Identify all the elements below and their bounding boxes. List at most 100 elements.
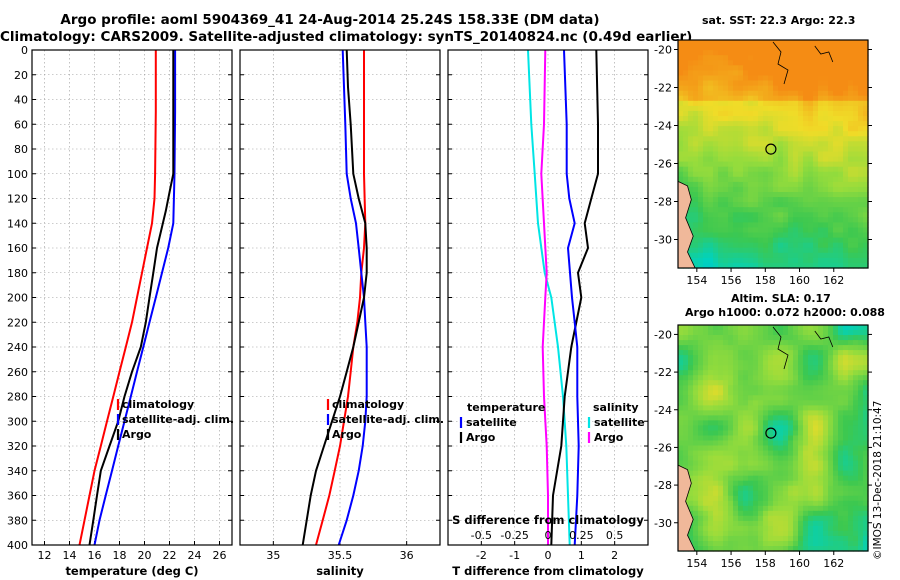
map-pixel xyxy=(783,390,789,396)
map-pixel xyxy=(708,212,714,218)
map-pixel xyxy=(718,252,724,259)
map-pixel xyxy=(758,176,764,183)
map-pixel xyxy=(768,385,774,391)
map-pixel xyxy=(748,151,754,158)
map-pixel xyxy=(778,105,784,112)
map-pixel xyxy=(713,146,719,153)
map-pixel xyxy=(843,141,849,147)
series-line-satellite-adj-clim- xyxy=(93,50,177,546)
map-pixel xyxy=(718,510,724,517)
map-pixel xyxy=(748,485,754,492)
map-pixel xyxy=(813,95,819,102)
map-pixel xyxy=(853,55,859,61)
map-pixel xyxy=(858,166,864,173)
map-pixel xyxy=(828,360,834,366)
map-pixel xyxy=(773,410,779,416)
map-pixel xyxy=(718,197,724,203)
map-pixel xyxy=(773,465,779,472)
map-pixel xyxy=(678,151,684,158)
map-pixel xyxy=(863,380,869,386)
map-pixel xyxy=(813,70,819,77)
map-pixel xyxy=(793,445,799,452)
map-pixel xyxy=(748,330,754,336)
map-pixel xyxy=(773,217,779,223)
map-pixel xyxy=(748,380,754,386)
map-pixel xyxy=(858,146,864,153)
map-pixel xyxy=(688,440,694,447)
map-pixel xyxy=(763,212,769,218)
series-line-s-satellite xyxy=(563,49,580,546)
map-pixel xyxy=(688,415,694,421)
map-pixel xyxy=(818,126,824,132)
map-pixel xyxy=(848,425,854,431)
map-pixel xyxy=(763,242,769,249)
map-pixel xyxy=(828,186,834,193)
map-pixel xyxy=(743,65,749,71)
map-pixel xyxy=(693,156,699,163)
map-pixel xyxy=(723,70,729,77)
map-pixel xyxy=(723,171,729,178)
map-pixel xyxy=(718,237,724,244)
map-pixel xyxy=(768,85,774,92)
map-pixel xyxy=(823,141,829,147)
map-pixel xyxy=(828,95,834,102)
map-pixel xyxy=(838,541,844,547)
map-pixel xyxy=(768,325,774,331)
map-pixel xyxy=(843,541,849,547)
map-pixel xyxy=(808,166,814,173)
map-pixel xyxy=(848,227,854,234)
map-pixel xyxy=(688,430,694,437)
map-pixel xyxy=(748,400,754,406)
map-pixel xyxy=(778,121,784,127)
map-pixel xyxy=(733,222,739,229)
map-pixel xyxy=(733,330,739,336)
map-pixel xyxy=(808,375,814,381)
series-line-argo xyxy=(301,49,368,546)
map-pixel xyxy=(773,415,779,421)
map-pixel xyxy=(703,390,709,396)
map-pixel xyxy=(823,75,829,82)
map-pixel xyxy=(723,222,729,229)
map-pixel xyxy=(738,151,744,158)
lat-tick-label: -24 xyxy=(654,404,672,417)
map-pixel xyxy=(808,257,814,264)
map-pixel xyxy=(823,252,829,259)
map-pixel xyxy=(688,176,694,183)
map-pixel xyxy=(773,330,779,336)
map-pixel xyxy=(813,65,819,71)
map-pixel xyxy=(728,222,734,229)
map-pixel xyxy=(833,515,839,522)
map-pixel xyxy=(808,232,814,239)
map-pixel xyxy=(703,110,709,117)
map-pixel xyxy=(803,541,809,547)
map-pixel xyxy=(753,400,759,406)
map-pixel xyxy=(838,252,844,259)
map-pixel xyxy=(853,360,859,366)
map-pixel xyxy=(723,121,729,127)
map-pixel xyxy=(778,530,784,537)
map-pixel xyxy=(758,85,764,92)
map-pixel xyxy=(823,70,829,77)
map-pixel xyxy=(838,217,844,223)
map-pixel xyxy=(693,197,699,203)
map-pixel xyxy=(798,360,804,366)
map-pixel xyxy=(723,470,729,477)
map-pixel xyxy=(713,485,719,492)
map-pixel xyxy=(688,116,694,122)
map-pixel xyxy=(833,50,839,56)
map-pixel xyxy=(703,237,709,244)
map-pixel xyxy=(678,95,684,102)
map-pixel xyxy=(803,192,809,198)
map-pixel xyxy=(858,500,864,507)
map-pixel xyxy=(828,325,834,331)
map-pixel xyxy=(818,330,824,336)
map-pixel xyxy=(798,525,804,532)
map-pixel xyxy=(773,385,779,391)
map-pixel xyxy=(743,70,749,77)
map-pixel xyxy=(703,171,709,178)
map-pixel xyxy=(853,480,859,487)
map-pixel xyxy=(848,410,854,416)
map-pixel xyxy=(723,176,729,183)
map-pixel xyxy=(783,335,789,341)
